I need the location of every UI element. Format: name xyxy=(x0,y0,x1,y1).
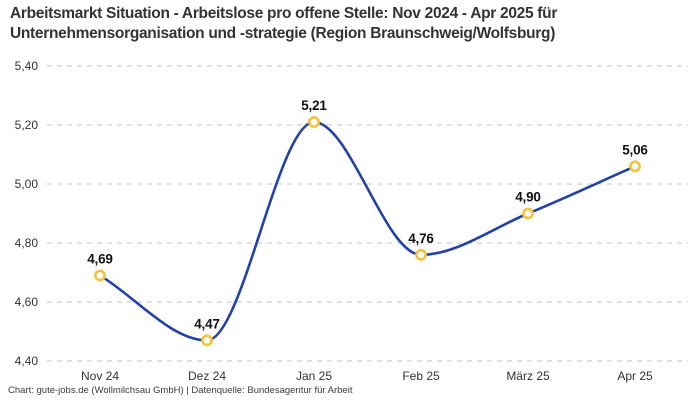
data-point-marker xyxy=(629,160,641,173)
x-tick-label: Jan 25 xyxy=(296,369,332,383)
data-point-label: 4,76 xyxy=(408,231,434,246)
data-point-label: 4,47 xyxy=(194,316,219,331)
data-point-marker xyxy=(201,334,213,347)
x-tick-label: Dez 24 xyxy=(188,369,226,383)
chart-attribution: Chart: gute-jobs.de (Wollmilchsau GmbH) … xyxy=(8,385,353,396)
data-point-label: 5,06 xyxy=(622,142,648,157)
chart-title: Arbeitsmarkt Situation - Arbeitslose pro… xyxy=(10,4,694,44)
chart-title-line2: Unternehmensorganisation und -strategie … xyxy=(10,25,556,42)
data-point-marker xyxy=(522,207,534,220)
x-tick-label: Apr 25 xyxy=(617,369,653,383)
y-tick-label: 4,60 xyxy=(15,295,39,309)
chart-title-line1: Arbeitsmarkt Situation - Arbeitslose pro… xyxy=(10,5,558,22)
x-tick-label: Nov 24 xyxy=(81,369,119,383)
y-tick-label: 4,40 xyxy=(15,354,39,368)
y-tick-label: 5,40 xyxy=(15,59,39,73)
data-point-label: 4,69 xyxy=(87,251,112,266)
y-tick-label: 5,00 xyxy=(15,177,39,191)
data-point-label: 5,21 xyxy=(301,98,327,113)
x-tick-label: März 25 xyxy=(506,369,550,383)
data-point-marker xyxy=(94,269,106,282)
data-point-label: 4,90 xyxy=(515,190,540,205)
x-tick-label: Feb 25 xyxy=(402,369,440,383)
data-point-marker xyxy=(308,116,320,128)
y-tick-label: 5,20 xyxy=(15,118,39,132)
y-tick-label: 4,80 xyxy=(15,236,39,250)
data-point-marker xyxy=(415,248,427,261)
series-line xyxy=(98,120,637,342)
